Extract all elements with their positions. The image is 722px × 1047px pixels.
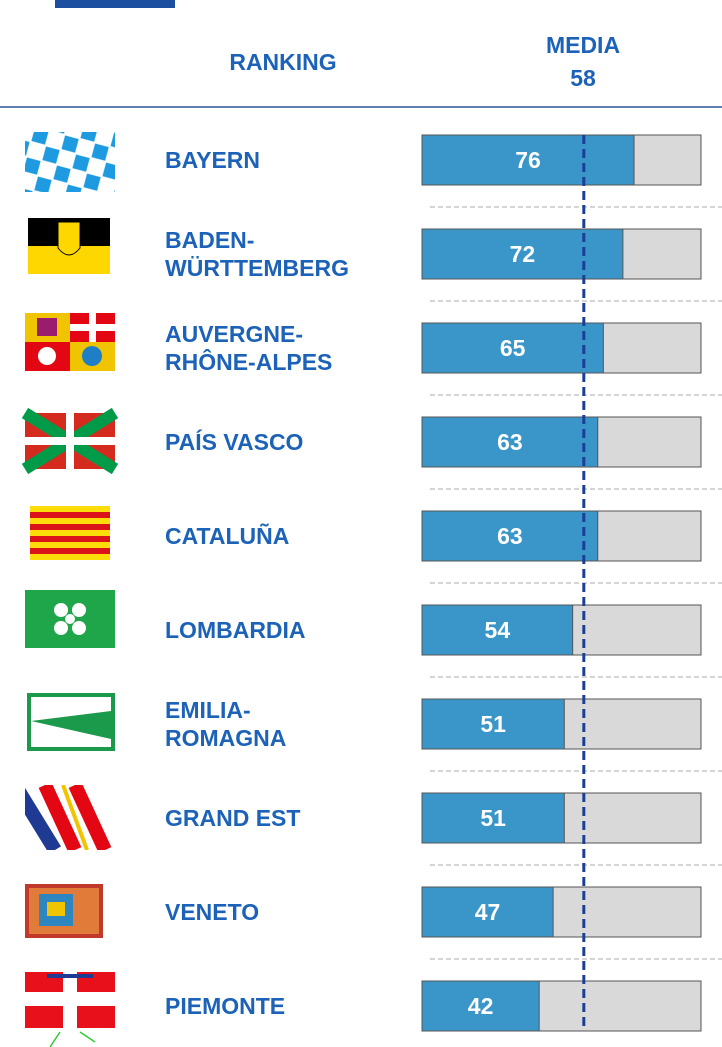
bar bbox=[421, 510, 599, 562]
bar bbox=[421, 322, 604, 374]
flags bbox=[21, 132, 119, 1047]
bar bbox=[421, 416, 599, 468]
value-label: 51 bbox=[480, 805, 506, 831]
flag-piemonte bbox=[25, 972, 115, 1047]
region-label: BADEN- WÜRTTEMBERG bbox=[165, 227, 349, 281]
bar bbox=[421, 604, 574, 656]
region-label: BAYERN bbox=[165, 147, 261, 173]
value-label: 47 bbox=[475, 899, 501, 925]
ranking-header: RANKING bbox=[229, 49, 337, 75]
flag-grandest bbox=[25, 785, 115, 850]
flag-cat bbox=[30, 506, 110, 560]
accent-bar bbox=[55, 0, 175, 8]
value-label: 63 bbox=[497, 429, 523, 455]
region-label: CATALUÑA bbox=[165, 523, 290, 549]
region-label: GRAND EST bbox=[165, 805, 301, 831]
flag-bw bbox=[28, 218, 110, 274]
value-label: 72 bbox=[510, 241, 536, 267]
mean-value: 58 bbox=[570, 65, 596, 91]
flag-aura bbox=[25, 313, 115, 371]
flag-lombardia bbox=[25, 590, 115, 648]
flag-emilia bbox=[27, 693, 115, 751]
flag-veneto bbox=[25, 884, 103, 938]
mean-label: MEDIA bbox=[545, 32, 621, 58]
bar bbox=[421, 980, 540, 1032]
value-label: 63 bbox=[497, 523, 523, 549]
flag-bayern bbox=[25, 132, 115, 192]
region-label: EMILIA- ROMAGNA bbox=[165, 697, 287, 751]
value-label: 54 bbox=[485, 617, 511, 643]
value-label: 51 bbox=[480, 711, 506, 737]
bar bbox=[421, 134, 635, 186]
bar bbox=[421, 698, 565, 750]
value-label: 76 bbox=[515, 147, 541, 173]
bar bbox=[421, 886, 554, 938]
value-label: 42 bbox=[468, 993, 494, 1019]
region-label: PAÍS VASCO bbox=[165, 429, 304, 455]
region-label: PIEMONTE bbox=[165, 993, 286, 1019]
region-label: AUVERGNE- RHÔNE-ALPES bbox=[165, 321, 333, 375]
bar bbox=[421, 792, 565, 844]
flag-basque bbox=[21, 407, 119, 475]
region-label: VENETO bbox=[165, 899, 260, 925]
region-label: LOMBARDIA bbox=[165, 617, 306, 643]
bar bbox=[421, 228, 624, 280]
value-label: 65 bbox=[500, 335, 526, 361]
